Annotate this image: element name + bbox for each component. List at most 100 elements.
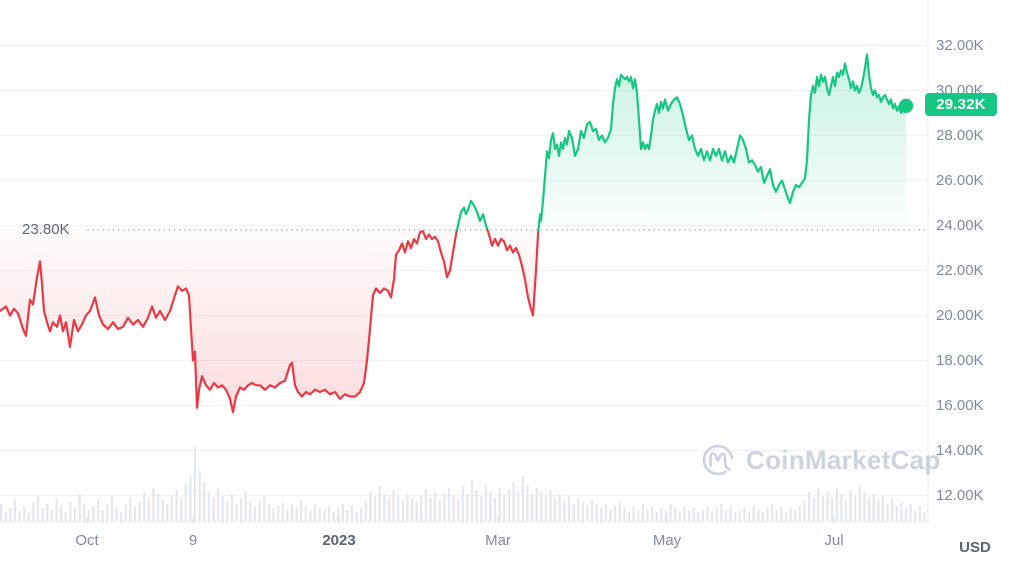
volume-bar bbox=[517, 492, 520, 522]
volume-bar bbox=[443, 494, 446, 522]
volume-bar bbox=[323, 510, 326, 522]
volume-bar bbox=[784, 512, 788, 522]
price-line-segment-red bbox=[486, 228, 540, 317]
volume-bar bbox=[253, 506, 257, 522]
y-axis-label: 26.00K bbox=[936, 171, 984, 189]
volume-bar bbox=[794, 510, 797, 522]
volume-bar bbox=[461, 486, 464, 522]
volume-bar bbox=[4, 512, 7, 522]
volume-bar bbox=[530, 494, 534, 522]
volume-bar bbox=[877, 500, 880, 522]
volume-bar bbox=[604, 504, 607, 522]
volume-bar bbox=[803, 500, 806, 522]
volume-bar bbox=[410, 498, 414, 522]
volume-bar bbox=[212, 498, 215, 522]
volume-bar bbox=[263, 496, 266, 522]
volume-bar bbox=[918, 506, 921, 522]
volume-bar bbox=[267, 504, 270, 522]
volume-bar bbox=[184, 484, 187, 522]
volume-bar bbox=[327, 506, 330, 522]
volume-bar bbox=[780, 506, 783, 522]
volume-bar bbox=[41, 508, 44, 522]
volume-bar bbox=[110, 496, 113, 522]
volume-bar bbox=[577, 498, 580, 522]
volume-bar bbox=[711, 512, 714, 522]
volume-bar bbox=[350, 506, 354, 522]
volume-bar bbox=[157, 494, 160, 522]
volume-bar bbox=[27, 513, 30, 522]
volume-bar bbox=[180, 498, 183, 522]
volume-bar bbox=[900, 502, 903, 522]
volume-bar bbox=[572, 504, 575, 522]
volume-bar bbox=[387, 498, 390, 522]
volume-bar bbox=[78, 494, 81, 522]
volume-bar bbox=[729, 506, 732, 522]
volume-bar bbox=[60, 506, 63, 522]
volume-bar bbox=[115, 508, 118, 522]
volume-bar bbox=[526, 486, 529, 522]
y-axis-label: 12.00K bbox=[936, 486, 984, 504]
volume-bar bbox=[55, 498, 58, 522]
volume-bar bbox=[641, 504, 644, 522]
volume-bar bbox=[374, 496, 377, 522]
volume-bar bbox=[314, 504, 317, 522]
volume-bar bbox=[124, 504, 127, 522]
y-axis-label: 18.00K bbox=[936, 351, 984, 369]
baseline-price-label: 23.80K bbox=[22, 221, 70, 238]
volume-bar bbox=[355, 512, 358, 522]
volume-bar bbox=[687, 510, 691, 522]
volume-bar bbox=[147, 498, 150, 522]
volume-bar bbox=[470, 480, 474, 522]
volume-bar bbox=[697, 512, 700, 522]
volume-bar bbox=[290, 504, 294, 522]
volume-bar bbox=[904, 508, 908, 522]
coinmarketcap-watermark[interactable]: CoinMarketCap bbox=[701, 443, 941, 477]
price-line-segment-red bbox=[0, 228, 459, 414]
price-line bbox=[0, 53, 908, 414]
volume-bar bbox=[627, 512, 631, 522]
area-fill-red bbox=[487, 230, 539, 316]
volume-bar bbox=[701, 510, 704, 522]
volume-bar bbox=[466, 494, 469, 522]
volume-bar bbox=[36, 496, 40, 522]
volume-bar bbox=[32, 502, 35, 522]
volume-bar bbox=[771, 504, 774, 522]
volume-bar bbox=[812, 498, 815, 522]
volume-bar bbox=[826, 492, 829, 522]
volume-bar bbox=[346, 510, 349, 522]
volume-bar bbox=[258, 500, 261, 522]
volume-bar bbox=[743, 508, 746, 522]
coinmarketcap-logo-icon bbox=[702, 444, 734, 476]
volume-bar bbox=[120, 512, 123, 522]
volume-bar bbox=[798, 506, 801, 522]
volume-bar bbox=[591, 500, 594, 522]
volume-bar bbox=[138, 502, 141, 522]
volume-bar bbox=[9, 508, 12, 522]
volume-bar bbox=[193, 446, 197, 522]
volume-bar bbox=[272, 508, 275, 522]
volume-bar bbox=[221, 496, 224, 522]
volume-bar bbox=[18, 510, 21, 522]
volume-bar bbox=[457, 500, 460, 522]
volume-bar bbox=[480, 496, 483, 522]
volume-bar bbox=[383, 494, 386, 522]
volume-bar bbox=[720, 504, 723, 522]
volume-bar bbox=[540, 492, 543, 522]
volume-bar bbox=[484, 484, 487, 522]
volume-bar bbox=[544, 496, 547, 522]
volume-bar bbox=[623, 508, 626, 522]
volume-bar bbox=[752, 506, 755, 522]
volume-bar bbox=[235, 504, 238, 522]
volume-bar bbox=[424, 490, 427, 522]
price-line-segment-green bbox=[455, 199, 489, 232]
volume-bar bbox=[558, 494, 561, 522]
volume-bar bbox=[309, 510, 312, 522]
volume-bar bbox=[101, 510, 104, 522]
volume-bar bbox=[318, 508, 321, 522]
volume-bar bbox=[23, 506, 26, 522]
volume-bar bbox=[872, 494, 875, 522]
volume-bar bbox=[494, 498, 497, 522]
x-axis-label: May bbox=[652, 532, 682, 549]
volume-bar bbox=[766, 508, 769, 522]
